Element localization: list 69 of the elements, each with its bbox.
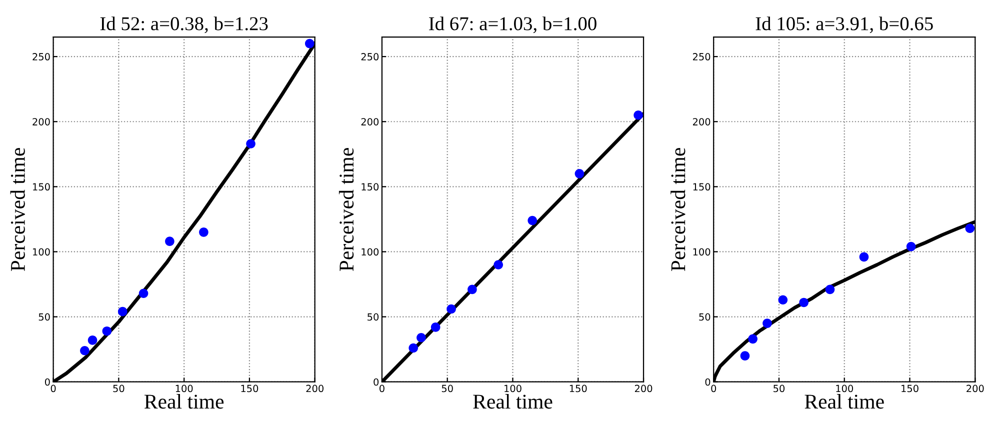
point	[408, 343, 418, 353]
x-axis-title: Real time	[804, 394, 884, 409]
x-tick-label: 100	[836, 384, 854, 392]
point	[246, 139, 256, 148]
point	[740, 351, 750, 360]
x-tick-label: 100	[504, 384, 522, 392]
y-tick-label: 200	[361, 118, 379, 126]
x-tick-label: 50	[442, 384, 453, 392]
point	[494, 260, 504, 270]
x-axis-title: Real time	[473, 394, 552, 409]
x-axis-title: Real time	[144, 394, 224, 409]
chart-title: Id 67: a=1.03, b=1.00	[429, 16, 596, 34]
point	[799, 298, 808, 308]
y-axis-title: Perceived time	[10, 148, 25, 272]
point	[304, 38, 314, 48]
point	[80, 346, 90, 356]
y-tick-label: 50	[699, 313, 710, 321]
chart-title: Id 52: a=0.38, b=1.23	[100, 16, 268, 34]
y-tick-label: 50	[368, 313, 379, 321]
y-axis-title: Perceived time	[338, 148, 354, 272]
point	[446, 304, 456, 314]
x-tick-label: 100	[176, 384, 193, 392]
y-tick-label: 0	[705, 378, 710, 386]
x-tick-label: 0	[50, 384, 56, 392]
point	[778, 295, 788, 305]
point	[138, 288, 148, 298]
point	[574, 169, 584, 178]
chart-title: Id 105: a=3.91, b=0.65	[756, 16, 933, 34]
y-tick-label: 100	[362, 248, 379, 256]
y-tick-label: 200	[32, 118, 50, 126]
point	[416, 332, 426, 342]
point	[528, 216, 538, 226]
x-tick-label: 0	[380, 384, 384, 392]
x-tick-label: 0	[711, 384, 716, 392]
y-tick-label: 150	[693, 183, 710, 191]
x-tick-label: 150	[570, 384, 587, 392]
point	[762, 318, 772, 328]
point	[118, 306, 128, 316]
point	[102, 326, 112, 336]
y-axis-title: Perceived time	[670, 148, 686, 272]
point	[468, 284, 477, 294]
y-tick-label: 0	[374, 378, 379, 386]
x-tick-label: 50	[774, 384, 785, 392]
y-tick-label: 250	[32, 53, 50, 60]
x-tick-label: 200	[634, 384, 652, 392]
point	[199, 228, 208, 237]
y-tick-label: 100	[693, 248, 710, 256]
point	[634, 110, 643, 120]
point	[825, 284, 835, 294]
x-tick-label: 200	[306, 384, 324, 392]
y-tick-label: 50	[38, 313, 50, 321]
y-tick-label: 200	[692, 118, 710, 126]
y-tick-label: 250	[361, 53, 379, 60]
point	[859, 252, 869, 262]
y-tick-label: 150	[33, 183, 50, 191]
y-tick-label: 0	[44, 378, 50, 386]
y-tick-label: 250	[692, 53, 710, 60]
point	[430, 322, 440, 332]
y-tick-label: 150	[362, 183, 379, 191]
point	[748, 334, 758, 344]
point	[965, 224, 975, 233]
y-tick-label: 100	[33, 248, 50, 256]
x-tick-label: 150	[902, 384, 918, 392]
x-tick-label: 150	[241, 384, 258, 392]
point	[906, 242, 916, 252]
point	[165, 236, 174, 246]
x-tick-label: 200	[966, 384, 984, 392]
point	[88, 336, 98, 345]
x-tick-label: 50	[113, 384, 124, 392]
